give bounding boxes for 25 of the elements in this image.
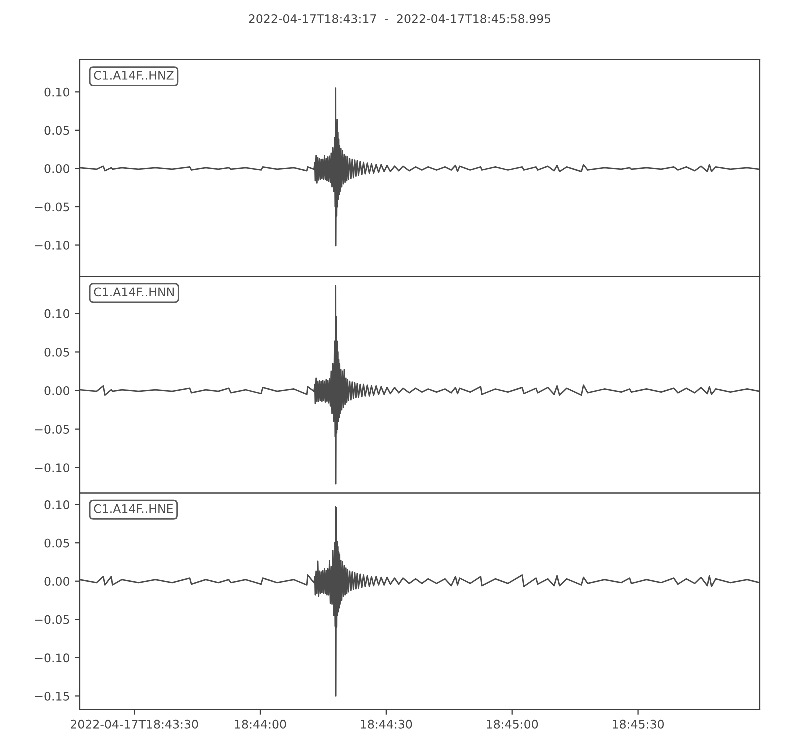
text: C1.A14F..HNE: [94, 504, 174, 514]
y-tick-label: −0.10: [35, 464, 70, 473]
x-tick-label: 18:44:00: [235, 720, 286, 729]
y-tick-label: −0.15: [35, 692, 70, 701]
y-tick-label: 0.10: [44, 500, 70, 510]
text: C1.A14F..HNN: [94, 288, 174, 297]
y-tick-label: 0.05: [44, 348, 70, 357]
y-tick-label: −0.05: [35, 615, 70, 624]
y-tick-label: 0.10: [44, 309, 70, 318]
x-tick-label: 18:45:30: [613, 720, 664, 729]
chart-title: 2022-04-17T18:43:17 - 2022-04-17T18:45:58.995: [249, 14, 551, 24]
x-tick-label: 18:44:30: [361, 720, 412, 729]
y-tick-label: 0.00: [44, 386, 70, 396]
y-tick-label: 0.10: [44, 88, 70, 97]
y-tick-label: −0.10: [35, 241, 70, 250]
x-tick-label: 2022-04-17T18:43:30: [71, 720, 198, 729]
y-tick-label: 0.00: [44, 577, 70, 586]
y-tick-label: −0.10: [35, 654, 70, 663]
text: C1.A14F..HNZ: [94, 71, 174, 80]
y-tick-label: 0.05: [44, 126, 70, 136]
y-tick-label: 0.05: [44, 538, 70, 548]
y-tick-label: 0.00: [44, 164, 70, 174]
y-tick-label: −0.05: [35, 425, 70, 434]
y-tick-label: −0.05: [35, 202, 70, 212]
x-tick-label: 18:45:00: [487, 720, 538, 729]
